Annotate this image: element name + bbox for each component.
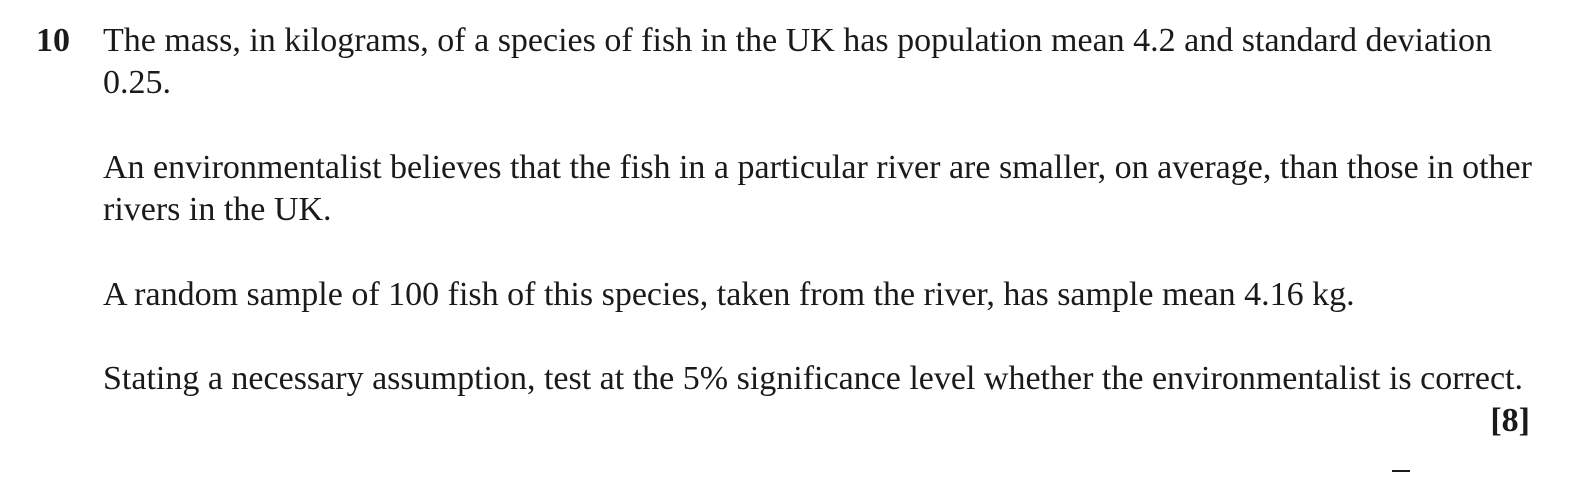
question-number: 10 xyxy=(36,22,70,59)
page-edge-mark xyxy=(1392,470,1410,472)
question-paragraph-belief: An environmentalist believes that the fi… xyxy=(103,149,1532,228)
marks-allocation: [8] xyxy=(1490,402,1530,439)
question-paragraph-population: The mass, in kilograms, of a species of … xyxy=(103,22,1492,101)
question-paragraph-sample: A random sample of 100 fish of this spec… xyxy=(103,276,1355,313)
question-paragraph-task: Stating a necessary assumption, test at … xyxy=(103,360,1523,397)
